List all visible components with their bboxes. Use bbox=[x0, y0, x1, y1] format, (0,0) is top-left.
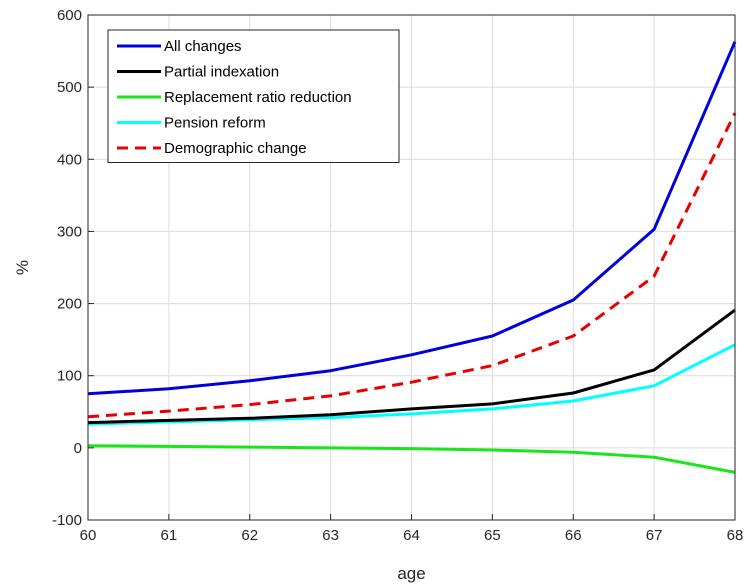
y-tick-label: -100 bbox=[52, 512, 82, 529]
legend-label: Partial indexation bbox=[164, 64, 279, 81]
legend-label: Pension reform bbox=[164, 115, 266, 132]
y-axis-label: % bbox=[13, 260, 32, 275]
x-tick-label: 66 bbox=[565, 527, 582, 544]
y-axis-ticks: -100 0 100 200 300 400 500 600 bbox=[52, 7, 94, 529]
series-line-demographic-change bbox=[87, 112, 737, 419]
y-tick-label: 200 bbox=[57, 296, 82, 313]
y-tick-label: 100 bbox=[57, 368, 82, 385]
legend: All changes Partial indexation Replacement… bbox=[107, 29, 400, 163]
series-line-all-changes bbox=[87, 41, 737, 396]
legend-label: Demographic change bbox=[164, 140, 307, 157]
x-tick-label: 61 bbox=[161, 527, 178, 544]
series-layer bbox=[87, 41, 737, 474]
legend-label: Replacement ratio reduction bbox=[164, 89, 352, 106]
y-tick-label: 0 bbox=[74, 440, 82, 457]
y-tick-label: 500 bbox=[57, 79, 82, 96]
x-tick-label: 65 bbox=[484, 527, 501, 544]
series-line-replacement-ratio-reduction bbox=[87, 444, 736, 474]
x-tick-label: 67 bbox=[646, 527, 663, 544]
x-axis-label: age bbox=[397, 564, 425, 583]
x-tick-label: 64 bbox=[403, 527, 420, 544]
series-line-partial-indexation bbox=[87, 308, 736, 425]
y-tick-label: 300 bbox=[57, 223, 82, 240]
x-tick-label: 68 bbox=[727, 527, 744, 544]
legend-label: All changes bbox=[164, 38, 242, 55]
x-tick-label: 62 bbox=[241, 527, 258, 544]
y-tick-label: 400 bbox=[57, 151, 82, 168]
x-axis-ticks: 60 61 62 63 64 65 66 67 68 bbox=[80, 514, 744, 544]
x-tick-label: 60 bbox=[80, 527, 97, 544]
x-tick-label: 63 bbox=[322, 527, 339, 544]
y-tick-label: 600 bbox=[57, 7, 82, 24]
